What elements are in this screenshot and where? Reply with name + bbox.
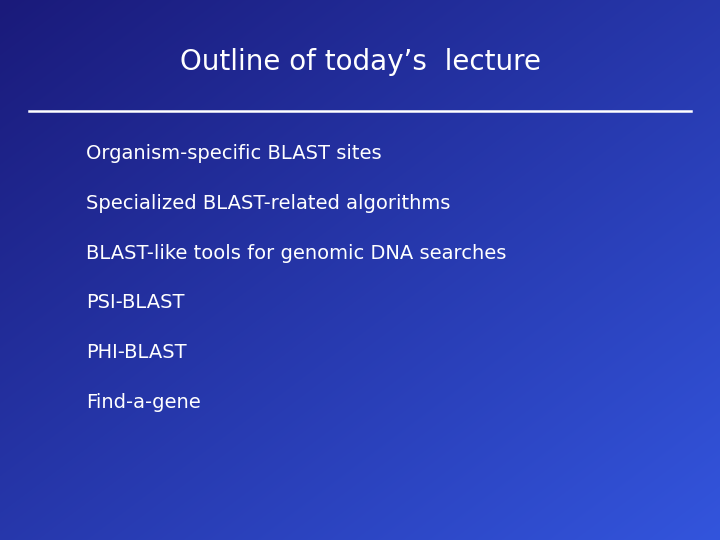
Text: Specialized BLAST-related algorithms: Specialized BLAST-related algorithms bbox=[86, 194, 451, 213]
Text: BLAST-like tools for genomic DNA searches: BLAST-like tools for genomic DNA searche… bbox=[86, 244, 507, 263]
Text: Organism-specific BLAST sites: Organism-specific BLAST sites bbox=[86, 144, 382, 164]
Text: Find-a-gene: Find-a-gene bbox=[86, 393, 201, 412]
Text: PSI-BLAST: PSI-BLAST bbox=[86, 293, 185, 313]
Text: Outline of today’s  lecture: Outline of today’s lecture bbox=[179, 48, 541, 76]
Text: PHI-BLAST: PHI-BLAST bbox=[86, 343, 187, 362]
